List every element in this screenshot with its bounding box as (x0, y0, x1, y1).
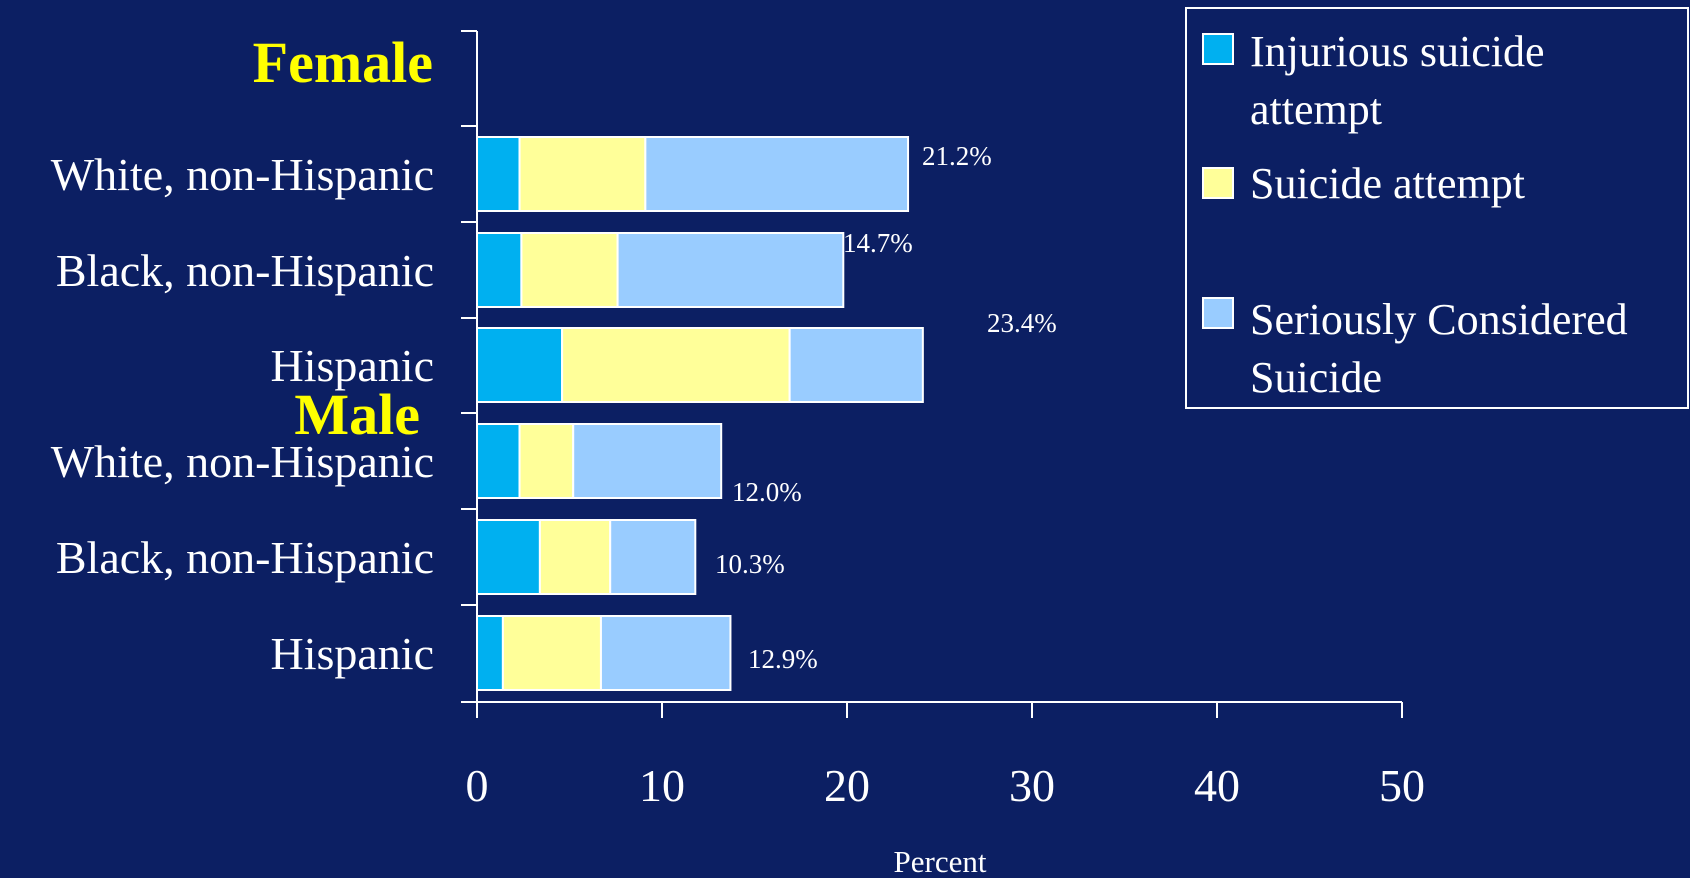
legend-label: Suicide attempt (1250, 159, 1525, 208)
x-tick-label: 30 (1009, 760, 1055, 811)
legend-box (1185, 7, 1689, 409)
data-label: 12.9% (748, 644, 818, 674)
category-label: Hispanic (270, 628, 434, 679)
bar-segment (476, 327, 564, 403)
bar-segment (520, 232, 619, 308)
bar-segment (616, 232, 845, 308)
legend-label-line: Seriously Considered (1250, 295, 1628, 344)
data-label: 14.7% (843, 228, 913, 258)
category-label: Black, non-Hispanic (56, 532, 434, 583)
bar-segment (644, 136, 910, 212)
data-labels: 21.2% 14.7% 23.4% 12.0% 10.3% 12.9% (715, 141, 1057, 674)
bar-segment (572, 423, 723, 499)
bar-segment (501, 615, 602, 691)
category-label: White, non-Hispanic (51, 149, 434, 200)
bar-segment (788, 327, 924, 403)
bar-segment (518, 136, 647, 212)
bar-segment (476, 423, 521, 499)
data-label: 12.0% (732, 477, 802, 507)
x-tick-label: 20 (824, 760, 870, 811)
bar-segment (609, 519, 697, 595)
legend-label: Injurious suicide attempt (1250, 27, 1545, 134)
x-tick-label: 10 (639, 760, 685, 811)
category-label: White, non-Hispanic (51, 436, 434, 487)
legend-label-line: attempt (1250, 85, 1382, 134)
bar-segment (561, 327, 791, 403)
x-tick-label: 40 (1194, 760, 1240, 811)
category-label: Hispanic (270, 340, 434, 391)
legend-swatch (1202, 33, 1234, 65)
bar-segment (476, 232, 523, 308)
legend-swatch (1202, 297, 1234, 329)
legend-label-line: Suicide (1250, 353, 1382, 402)
legend-swatch (1202, 167, 1234, 199)
legend-label-line: Injurious suicide (1250, 27, 1545, 76)
bar-segment (476, 519, 541, 595)
data-label: 21.2% (922, 141, 992, 171)
data-label: 23.4% (987, 308, 1057, 338)
group-label-male: Male (294, 382, 420, 447)
x-tick-label: 50 (1379, 760, 1425, 811)
axes: 0 10 20 30 40 50 (461, 30, 1425, 811)
bar-segment (476, 136, 521, 212)
x-axis-title: Percent (894, 844, 987, 878)
x-tick-label: 0 (466, 760, 489, 811)
legend: Injurious suicide attempt Suicide attempt S… (1185, 7, 1689, 409)
group-label-female: Female (253, 30, 433, 95)
legend-label: Seriously Considered Suicide (1250, 295, 1628, 402)
bar-segment (476, 615, 504, 691)
legend-label-line: Suicide attempt (1250, 159, 1525, 208)
bar-segment (518, 423, 575, 499)
data-label: 10.3% (715, 549, 785, 579)
bar-segment (599, 615, 732, 691)
category-labels: White, non-Hispanic Black, non-Hispanic Hi… (51, 149, 434, 679)
bars (476, 136, 924, 691)
bar-segment (538, 519, 612, 595)
category-label: Black, non-Hispanic (56, 245, 434, 296)
